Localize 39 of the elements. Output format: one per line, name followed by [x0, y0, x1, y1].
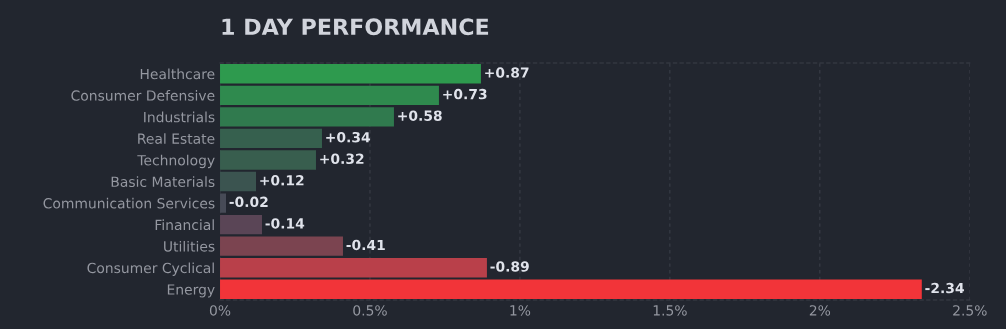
bar: [220, 258, 487, 278]
data-label: +0.58: [398, 110, 442, 121]
y-tick-label: Basic Materials: [111, 176, 215, 187]
bar: [220, 85, 439, 106]
y-tick-label: Energy: [167, 284, 215, 298]
data-label: -2.34: [925, 282, 964, 294]
y-tick-label: Communication Services: [43, 197, 215, 209]
x-tick-label: 1%: [510, 305, 531, 316]
bar: [220, 214, 262, 235]
y-tick-label: Industrials: [144, 111, 215, 123]
y-tick-label: Consumer Cyclical: [87, 262, 214, 276]
bar: [220, 171, 256, 192]
x-tick-label: 2%: [809, 305, 831, 316]
data-label: +0.73: [443, 88, 487, 100]
y-tick-label: Technology: [137, 154, 215, 169]
data-label: +0.32: [320, 153, 364, 165]
bar: [220, 236, 343, 256]
x-tick-label: 1.5%: [653, 305, 687, 316]
data-label: +0.34: [326, 131, 371, 143]
bar: [220, 107, 394, 127]
data-label: -0.14: [265, 218, 305, 229]
bar: [220, 150, 316, 170]
bar: [220, 64, 481, 84]
data-label: +0.12: [260, 175, 304, 186]
chart-title: 1 DAY PERFORMANCE: [222, 18, 489, 36]
data-label: -0.41: [346, 239, 385, 251]
data-label: +0.87: [485, 67, 529, 78]
y-tick-label: Utilities: [164, 240, 215, 252]
x-tick-label: 0%: [209, 305, 231, 316]
data-label: -0.02: [229, 196, 268, 208]
x-tick-label: 2.5%: [953, 305, 987, 316]
data-label: -0.89: [490, 261, 529, 272]
y-tick-label: Financial: [155, 219, 214, 231]
y-tick-label: Consumer Defensive: [71, 90, 215, 101]
bar: [220, 128, 322, 149]
y-tick-label: Real Estate: [138, 133, 215, 144]
bar: [220, 279, 922, 299]
x-tick-label: 0.5%: [353, 305, 387, 316]
y-tick-label: Healthcare: [140, 68, 215, 80]
